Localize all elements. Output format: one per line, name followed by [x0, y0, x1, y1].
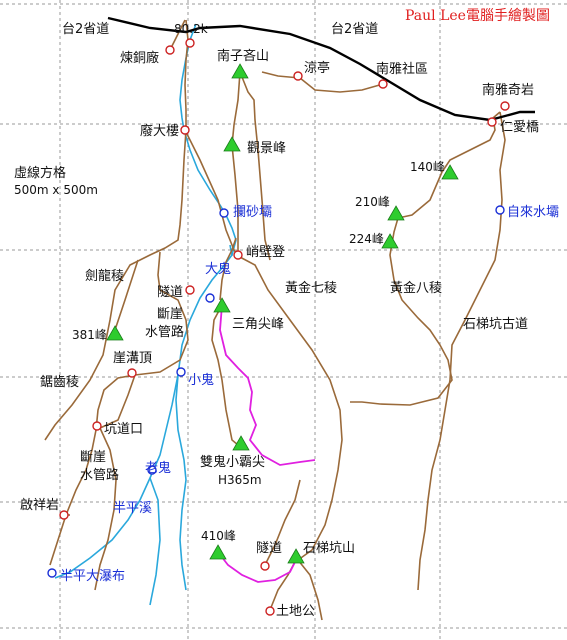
label-feng210: 210峰 [355, 195, 390, 209]
point-80k-icon [185, 38, 195, 48]
label-road-right: 台2省道 [331, 22, 379, 37]
label-road-left: 台2省道 [62, 22, 110, 37]
label-lanshaba: 攔砂壩 [233, 205, 273, 220]
peak-shuanggui-icon [232, 435, 250, 451]
point-kengdaokou-icon [92, 421, 102, 431]
peak-nanzijinshan-icon [231, 63, 249, 79]
point-laogui-icon [147, 465, 157, 475]
label-nanyaqiyan: 南雅奇岩 [482, 83, 535, 98]
label-feidalou: 廢大樓 [140, 124, 180, 139]
label-duanya2: 斷崖 [80, 450, 107, 465]
point-dagui-icon [205, 293, 215, 303]
blue-points [47, 205, 505, 578]
label-shuanggui: 雙鬼小霸尖 [200, 455, 266, 470]
peaks [106, 63, 459, 564]
label-suidao2: 隧道 [256, 541, 283, 556]
label-qixiangyan: 啟祥岩 [20, 498, 60, 513]
point-banpingpubu-icon [47, 568, 57, 578]
label-liangting: 涼亭 [304, 61, 331, 76]
label-kengdaokou: 坑道口 [104, 422, 144, 437]
label-banpingxi: 半平溪 [113, 501, 153, 516]
label-tudigong: 土地公 [276, 604, 316, 619]
point-feidalou-icon [180, 125, 190, 135]
point-yagouding-icon [127, 368, 137, 378]
label-suidao1: 隧道 [157, 285, 184, 300]
label-feng224: 224峰 [349, 232, 384, 246]
label-xiaogui: 小鬼 [188, 373, 215, 388]
label-feng140: 140峰 [410, 160, 445, 174]
label-laogui: 老鬼 [145, 461, 172, 476]
label-banpingpubu: 半平大瀑布 [60, 569, 126, 584]
label-dagui: 大鬼 [205, 262, 232, 277]
route-410 [217, 551, 297, 583]
label-sanjiaojianfeng: 三角尖峰 [232, 317, 285, 332]
point-lanshaba-icon [219, 208, 229, 218]
label-nanzijinshan: 南子吝山 [217, 49, 270, 64]
point-xunbideng-icon [233, 250, 243, 260]
label-shitikengshan: 石梯坑山 [303, 541, 356, 556]
point-liangting-icon [293, 71, 303, 81]
peak-410-icon [209, 544, 227, 560]
point-xiaogui-icon [176, 367, 186, 377]
point-nanyashequ-icon [378, 79, 388, 89]
point-suidao1-icon [185, 285, 195, 295]
point-tudigong-icon [265, 606, 275, 616]
label-renaiqiao: 仁愛橋 [500, 120, 540, 135]
highway-tai2 [107, 16, 535, 122]
point-lianfenchang-icon [165, 45, 175, 55]
peak-224-icon [381, 233, 399, 249]
point-zilaishuiba-icon [495, 205, 505, 215]
label-zilaishuiba: 自來水壩 [507, 205, 560, 220]
label-jianlongleng: 劍龍稜 [85, 269, 125, 284]
label-shuiguanlu1: 水管路 [145, 325, 185, 340]
point-nanyaqiyan-icon [500, 101, 510, 111]
label-lianfenchang: 煉銅廠 [120, 51, 160, 66]
label-yagouding: 崖溝頂 [113, 351, 153, 366]
label-juchileng: 鋸齒稜 [40, 375, 80, 390]
label-feng381: 381峰 [72, 328, 107, 342]
route-shuanggui [219, 304, 316, 466]
peak-guanjingfeng-icon [223, 136, 241, 152]
label-km: 80.2k [174, 22, 208, 36]
legend-size: 500m x 500m [14, 183, 98, 197]
peak-140-icon [441, 164, 459, 180]
streams [54, 23, 237, 606]
peak-381-icon [106, 325, 124, 341]
peak-sanjiaojian-icon [213, 297, 231, 313]
legend-title: 虛線方格 [14, 166, 67, 181]
point-renaiqiao-icon [487, 117, 497, 127]
label-h365: H365m [218, 473, 262, 487]
point-qixiangyan-icon [59, 510, 69, 520]
label-huangjinqileng: 黃金七稜 [285, 281, 338, 296]
label-shuiguanlu2: 水管路 [80, 468, 120, 483]
label-guanjingfeng: 觀景峰 [247, 141, 287, 156]
peak-shitikengshan-icon [287, 548, 305, 564]
label-feng410: 410峰 [201, 529, 236, 543]
point-suidao2-icon [260, 561, 270, 571]
label-xunbideng: 峭壁登 [246, 245, 286, 260]
red-points [59, 38, 510, 616]
peak-210-icon [387, 205, 405, 221]
label-huangjinbaleng: 黃金八稜 [390, 281, 443, 296]
label-shiti-gudao: 石梯坑古道 [463, 317, 529, 332]
map-credit: Paul Lee電腦手繪製圖 [405, 8, 550, 24]
label-nanyashequ: 南雅社區 [376, 62, 429, 77]
label-duanya1: 斷崖 [157, 307, 184, 322]
